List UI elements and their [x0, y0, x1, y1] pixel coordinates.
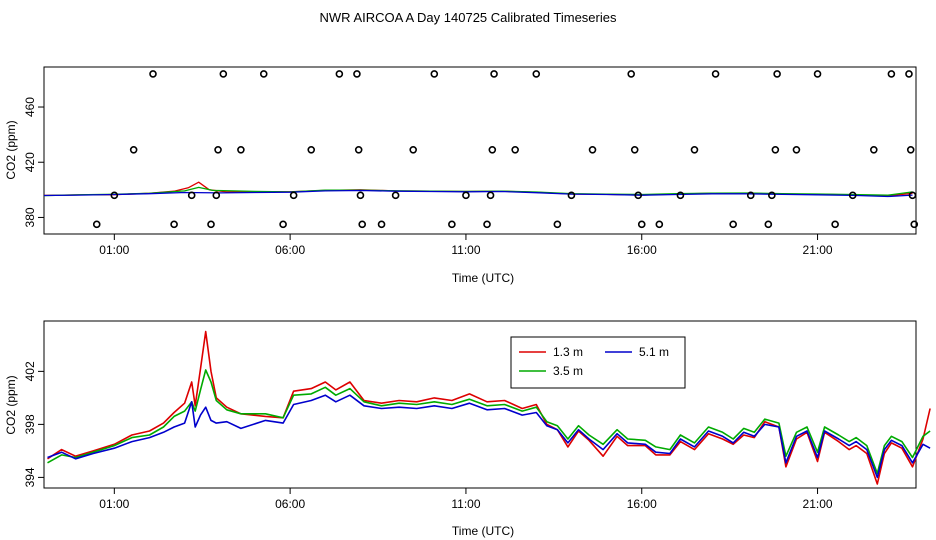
legend-label: 1.3 m — [553, 345, 583, 359]
reference-point — [212, 191, 221, 200]
reference-point — [634, 191, 643, 200]
reference-point — [910, 220, 919, 229]
reference-point — [391, 191, 400, 200]
y-tick-label: 398 — [23, 414, 37, 434]
y-tick-label: 380 — [23, 207, 37, 227]
y-tick-label: 420 — [23, 152, 37, 172]
reference-point — [690, 146, 699, 154]
bottom-y-axis-title: CO2 (ppm) — [4, 375, 18, 434]
x-tick-label: 11:00 — [451, 243, 480, 257]
reference-point — [377, 220, 386, 229]
top-panel: 01:00 06:00 11:00 16:00 21:00 380 420 460 Time… — [4, 66, 919, 285]
reference-point — [409, 146, 417, 154]
series-line-5-1-m — [47, 394, 931, 479]
reference-point — [488, 146, 497, 154]
reference-point — [711, 70, 720, 78]
reference-point — [356, 191, 365, 200]
reference-point — [354, 146, 363, 154]
bottom-y-axis: 394 398 402 — [23, 361, 44, 487]
reference-point — [358, 220, 367, 229]
reference-point — [655, 220, 664, 229]
top-x-axis: 01:00 06:00 11:00 16:00 21:00 — [99, 234, 833, 257]
reference-point — [289, 191, 298, 200]
reference-point — [214, 146, 222, 154]
reference-point — [773, 70, 781, 78]
reference-point — [729, 220, 737, 229]
reference-point — [908, 191, 917, 200]
legend-box — [510, 336, 686, 389]
x-tick-label: 16:00 — [627, 243, 657, 257]
top-plot-frame — [43, 66, 917, 235]
reference-point — [887, 70, 896, 78]
reference-point — [813, 70, 822, 78]
reference-point — [430, 70, 439, 78]
x-tick-label: 21:00 — [803, 243, 833, 257]
reference-point — [353, 70, 361, 78]
reference-point — [259, 70, 268, 78]
bottom-panel: 01:00 06:00 11:00 16:00 21:00 394 398 402 Time… — [4, 320, 931, 538]
series-line-1-3-m — [47, 330, 931, 485]
reference-point — [110, 191, 119, 200]
bottom-x-axis-title: Time (UTC) — [452, 524, 514, 538]
x-tick-label: 11:00 — [451, 497, 480, 511]
reference-point — [768, 191, 776, 200]
reference-point — [870, 146, 878, 154]
reference-point — [848, 191, 857, 200]
reference-point — [490, 70, 498, 78]
reference-point — [630, 146, 639, 154]
reference-point — [92, 220, 101, 229]
reference-point — [906, 146, 915, 154]
reference-point — [637, 220, 646, 229]
reference-point — [532, 70, 541, 78]
reference-point — [219, 70, 228, 78]
reference-point — [187, 191, 196, 200]
reference-point — [462, 191, 470, 200]
reference-point — [335, 70, 344, 78]
legend-label: 3.5 m — [553, 364, 583, 378]
reference-point — [129, 146, 138, 154]
reference-point — [279, 220, 287, 229]
x-tick-label: 01:00 — [99, 243, 129, 257]
reference-point — [905, 70, 913, 78]
reference-point — [483, 220, 491, 229]
reference-point — [771, 146, 780, 154]
reference-point — [448, 220, 456, 229]
reference-point — [588, 146, 597, 154]
reference-point — [831, 220, 839, 229]
reference-point — [511, 146, 519, 154]
x-tick-label: 01:00 — [99, 497, 129, 511]
x-tick-label: 21:00 — [803, 497, 833, 511]
reference-point — [237, 146, 245, 154]
legend: 1.3 m 3.5 m 5.1 m — [510, 336, 686, 389]
reference-point — [207, 220, 215, 229]
x-tick-label: 16:00 — [627, 497, 657, 511]
reference-point — [307, 146, 316, 154]
reference-point — [149, 70, 157, 78]
reference-point — [170, 220, 178, 229]
top-x-axis-title: Time (UTC) — [452, 271, 514, 285]
bottom-x-axis: 01:00 06:00 11:00 16:00 21:00 — [99, 488, 833, 511]
bottom-plot-frame — [43, 320, 917, 489]
chart-title: NWR AIRCOA A Day 140725 Calibrated Times… — [320, 10, 617, 25]
x-tick-label: 06:00 — [275, 497, 305, 511]
y-tick-label: 394 — [23, 467, 37, 487]
reference-point — [553, 220, 562, 229]
top-y-axis-title: CO2 (ppm) — [4, 120, 18, 179]
reference-point — [764, 220, 773, 229]
series-line-3-5-m — [47, 369, 931, 475]
reference-point — [627, 70, 635, 78]
reference-point — [746, 191, 755, 200]
reference-point — [676, 191, 685, 200]
reference-point — [567, 191, 576, 200]
x-tick-label: 06:00 — [275, 243, 305, 257]
bottom-series-layer — [47, 330, 931, 485]
top-series-layer — [43, 70, 919, 229]
reference-point — [486, 191, 495, 200]
y-tick-label: 460 — [23, 97, 37, 117]
y-tick-label: 402 — [23, 361, 37, 381]
reference-point — [792, 146, 801, 154]
legend-label: 5.1 m — [639, 345, 669, 359]
top-y-axis: 380 420 460 — [23, 97, 44, 227]
